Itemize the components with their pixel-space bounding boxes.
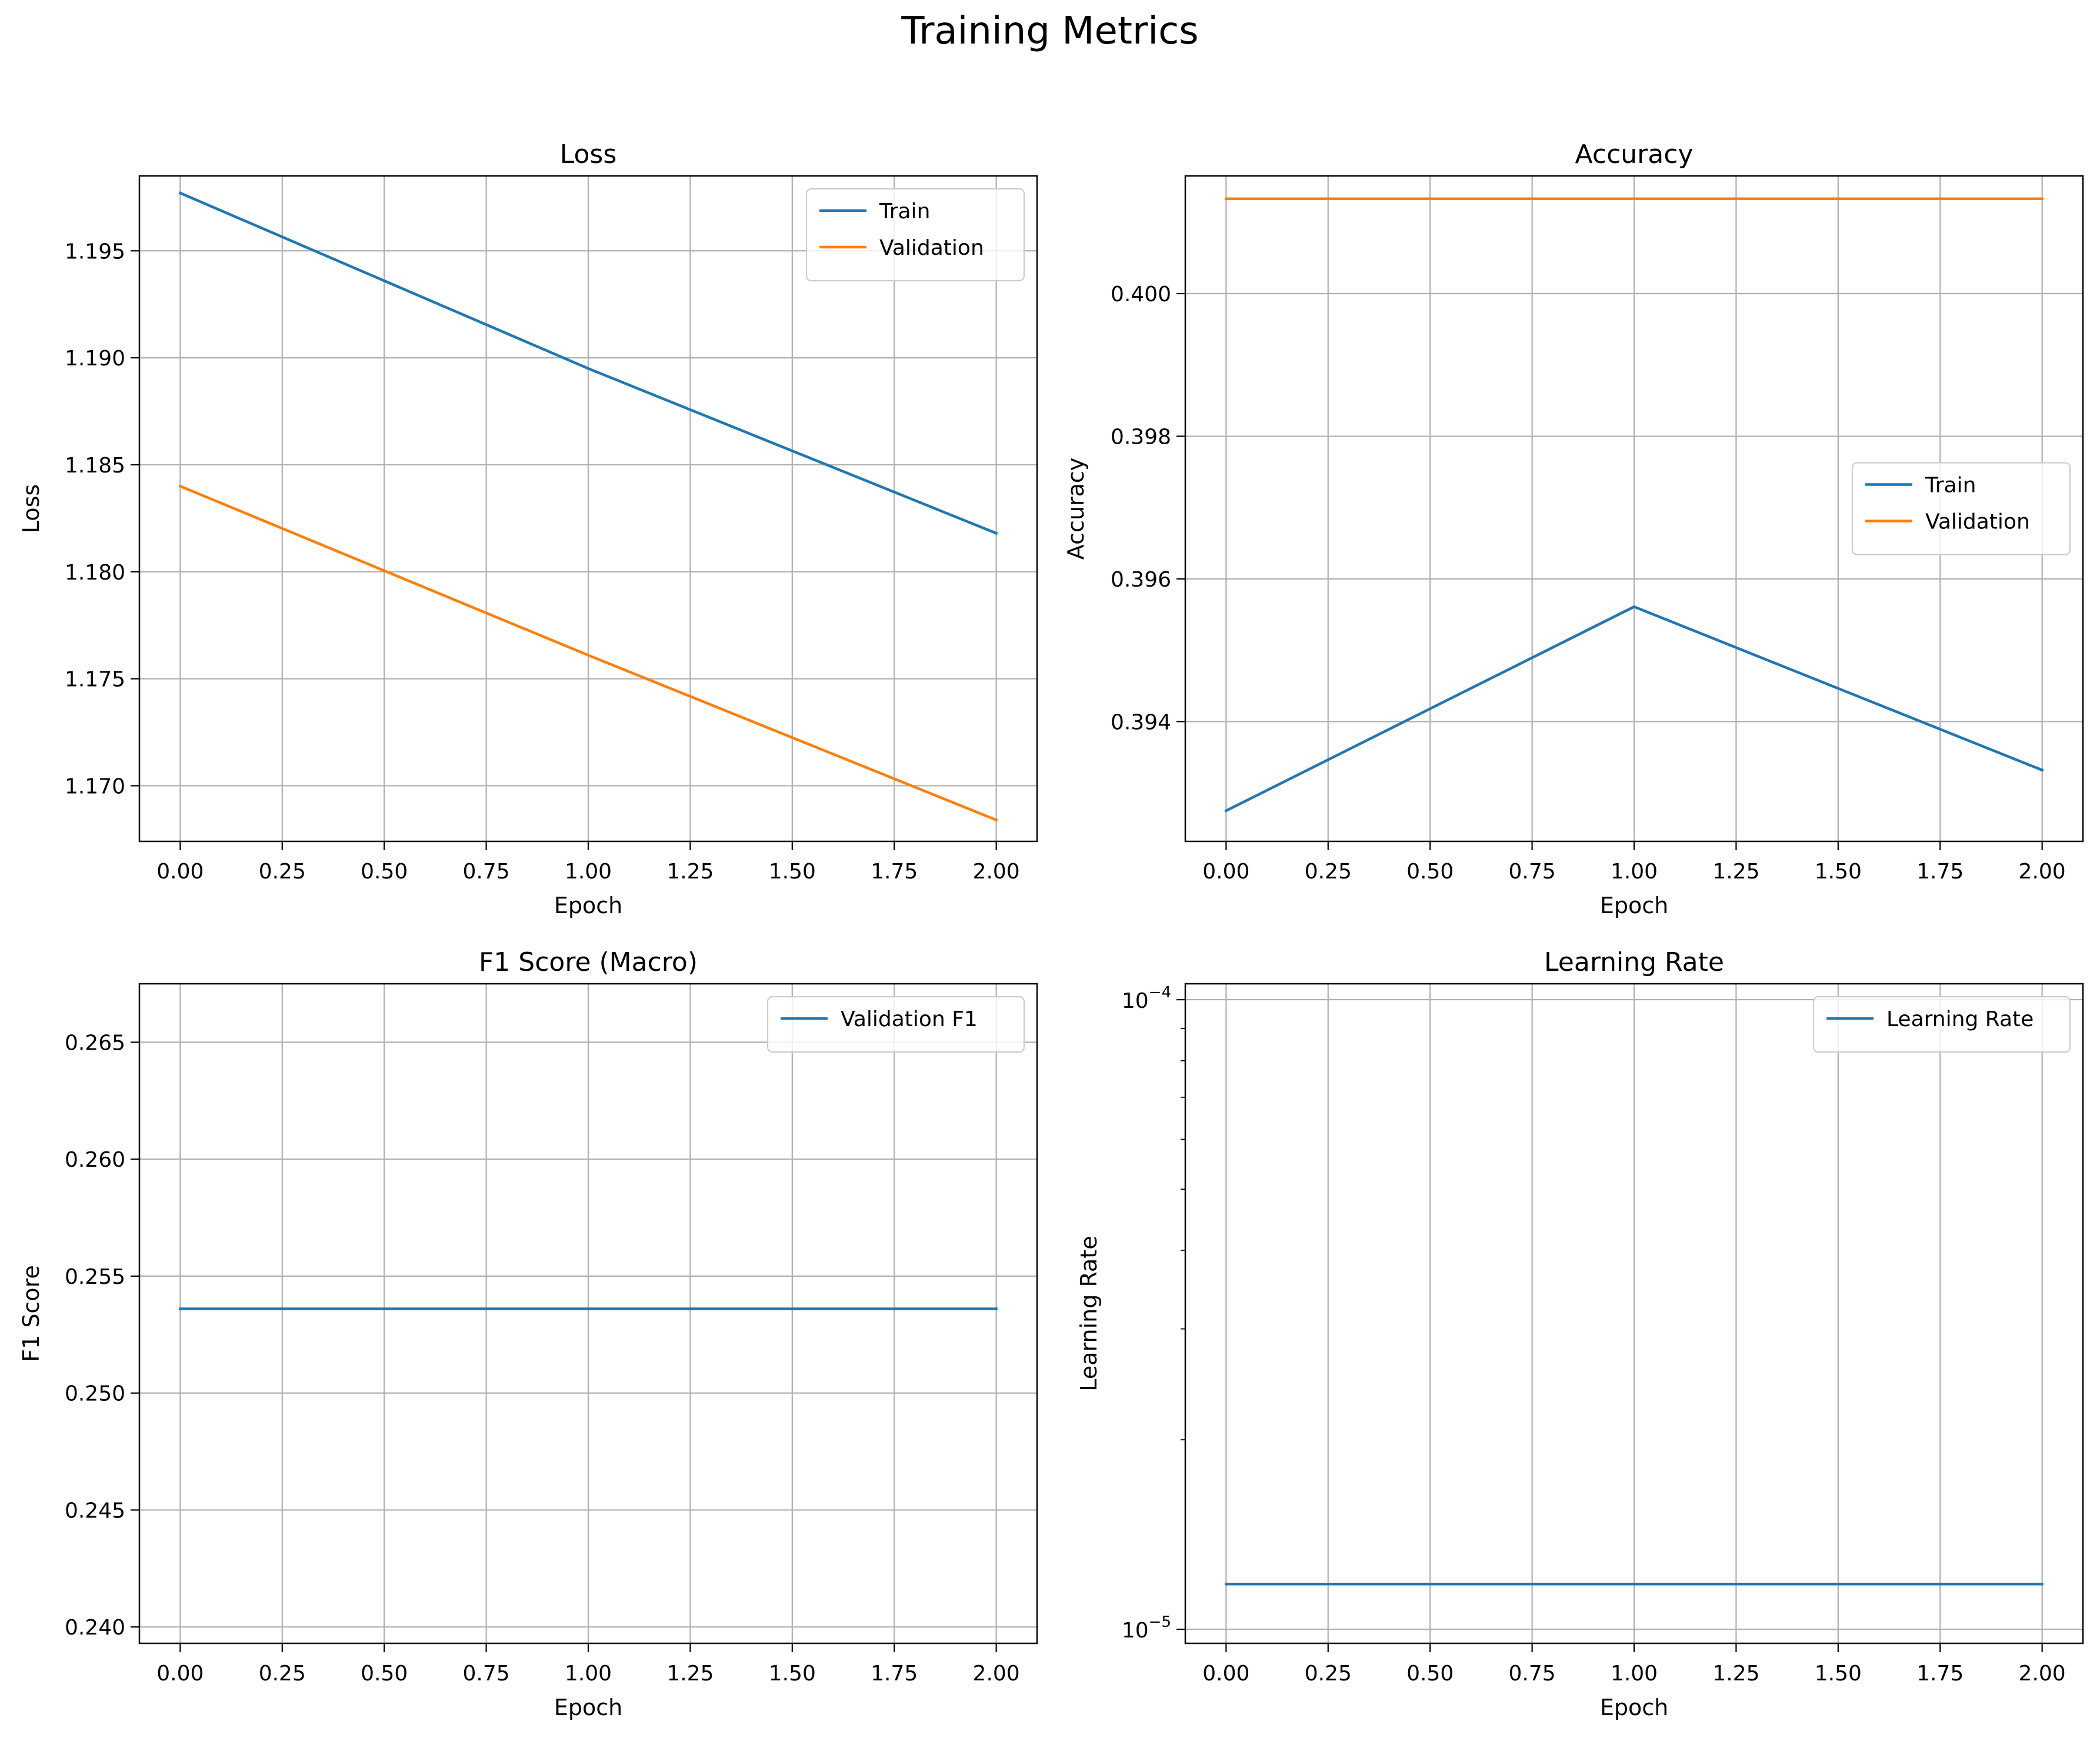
lr-x-tick-label: 1.75 [1916,1662,1964,1686]
accuracy-subplot: 0.00 0.25 0.50 0.75 1.00 1.25 1.50 1.75 2.00 0.39… [1063,139,2084,918]
lr-x-tick-label: 0.50 [1406,1662,1454,1686]
loss-x-tick-label: 1.00 [565,860,612,884]
f1-y-tick-label: 0.260 [65,1148,125,1172]
lr-legend-label: Learning Rate [1886,1007,2034,1031]
f1-y-tick-label: 0.250 [65,1382,125,1406]
loss-y-tick-label: 1.175 [65,668,125,692]
accuracy-x-axis-label: Epoch [1600,893,1668,918]
accuracy-y-tick-label: 0.400 [1111,282,1171,307]
f1-legend-box [766,996,1025,1053]
lr-legend-box [1812,996,2071,1053]
loss-y-tick-label: 1.195 [65,239,125,264]
loss-y-tick-label: 1.185 [65,454,125,478]
loss-x-tick-label: 1.75 [871,860,918,884]
accuracy-series-train [1224,605,2044,813]
lr-y-tick-label: 10−4 [1122,984,1171,1013]
loss-title: Loss [560,139,617,169]
f1-x-axis-label: Epoch [554,1695,622,1720]
f1-y-tick-label: 0.245 [65,1499,125,1523]
accuracy-title: Accuracy [1575,139,1694,169]
f1-x-tick-label: 1.75 [871,1662,918,1686]
lr-x-tick-label: 1.25 [1712,1662,1759,1686]
accuracy-x-tick-label: 1.50 [1815,860,1862,884]
lr-y-tick-label: 10−5 [1122,1613,1171,1643]
f1-x-tick-label: 0.50 [361,1662,408,1686]
accuracy-x-tick-label: 0.50 [1406,860,1454,884]
lr-x-tick-label: 1.00 [1611,1662,1658,1686]
accuracy-y-tick-label: 0.398 [1111,425,1171,449]
lr-x-tick-label: 0.25 [1305,1662,1352,1686]
figure-title: Training Metrics [901,9,1198,53]
loss-x-tick-label: 0.75 [463,860,510,884]
accuracy-x-tick-label: 0.75 [1509,860,1556,884]
loss-series-validation [178,484,998,822]
loss-x-tick-label: 1.25 [666,860,714,884]
loss-x-tick-label: 0.00 [156,860,204,884]
loss-legend-label: Validation [879,236,984,260]
accuracy-x-tick-label: 1.25 [1712,860,1759,884]
lr-title: Learning Rate [1544,947,1724,977]
lr-legend: Learning Rate [1812,996,2071,1053]
accuracy-x-tick-label: 0.25 [1305,860,1352,884]
loss-y-tick-label: 1.190 [65,347,125,371]
loss-x-tick-label: 1.50 [769,860,816,884]
loss-x-axis-label: Epoch [554,893,622,918]
loss-subplot: 0.00 0.25 0.50 0.75 1.00 1.25 1.50 1.75 2.00 1.17… [18,139,1038,918]
f1-y-tick-label: 0.255 [65,1265,125,1289]
accuracy-x-tick-label: 1.75 [1916,860,1964,884]
f1-title: F1 Score (Macro) [479,947,698,977]
lr-subplot: 0.00 0.25 0.50 0.75 1.00 1.25 1.50 1.75 2.00 10−5… [1076,947,2084,1720]
accuracy-y-axis-label: Accuracy [1063,458,1089,560]
lr-x-tick-label: 0.75 [1509,1662,1556,1686]
accuracy-legend-label: Validation [1925,510,2030,534]
accuracy-y-tick-label: 0.396 [1111,568,1171,592]
accuracy-legend-label: Train [1925,474,1976,498]
loss-y-tick-label: 1.180 [65,561,125,585]
subplots: 0.00 0.25 0.50 0.75 1.00 1.25 1.50 1.75 2.00 1.17… [18,139,2084,1720]
loss-y-axis-label: Loss [18,484,44,533]
f1-x-tick-label: 1.25 [666,1662,714,1686]
loss-y-tick-label: 1.170 [65,774,125,798]
accuracy-y-tick-label: 0.394 [1111,710,1171,734]
lr-x-axis-label: Epoch [1600,1695,1668,1720]
f1-x-tick-label: 1.50 [769,1662,816,1686]
f1-x-tick-label: 0.75 [463,1662,510,1686]
lr-y-axis-label: Learning Rate [1076,1236,1102,1391]
f1-x-tick-label: 2.00 [973,1662,1020,1686]
loss-x-tick-label: 0.25 [259,860,306,884]
loss-legend: Train Validation [805,188,1025,282]
lr-x-tick-label: 1.50 [1815,1662,1862,1686]
accuracy-x-tick-label: 2.00 [2019,860,2066,884]
loss-series-train [178,191,998,535]
lr-x-tick-label: 2.00 [2019,1662,2066,1686]
f1-y-tick-label: 0.265 [65,1031,125,1055]
f1-x-tick-label: 0.25 [259,1662,306,1686]
f1-x-tick-label: 1.00 [565,1662,612,1686]
accuracy-x-tick-label: 0.00 [1202,860,1249,884]
accuracy-legend: Train Validation [1851,462,2071,555]
loss-x-tick-label: 0.50 [361,860,408,884]
f1-legend: Validation F1 [766,996,1025,1053]
f1-x-tick-label: 0.00 [156,1662,204,1686]
loss-x-tick-label: 2.00 [973,860,1020,884]
f1-y-axis-label: F1 Score [18,1265,44,1362]
loss-legend-label: Train [879,199,930,224]
lr-x-tick-label: 0.00 [1202,1662,1249,1686]
accuracy-x-tick-label: 1.00 [1611,860,1658,884]
f1-legend-label: Validation F1 [841,1007,978,1031]
f1-subplot: 0.00 0.25 0.50 0.75 1.00 1.25 1.50 1.75 2.00 0.24… [18,947,1038,1720]
f1-y-tick-label: 0.240 [65,1616,125,1640]
